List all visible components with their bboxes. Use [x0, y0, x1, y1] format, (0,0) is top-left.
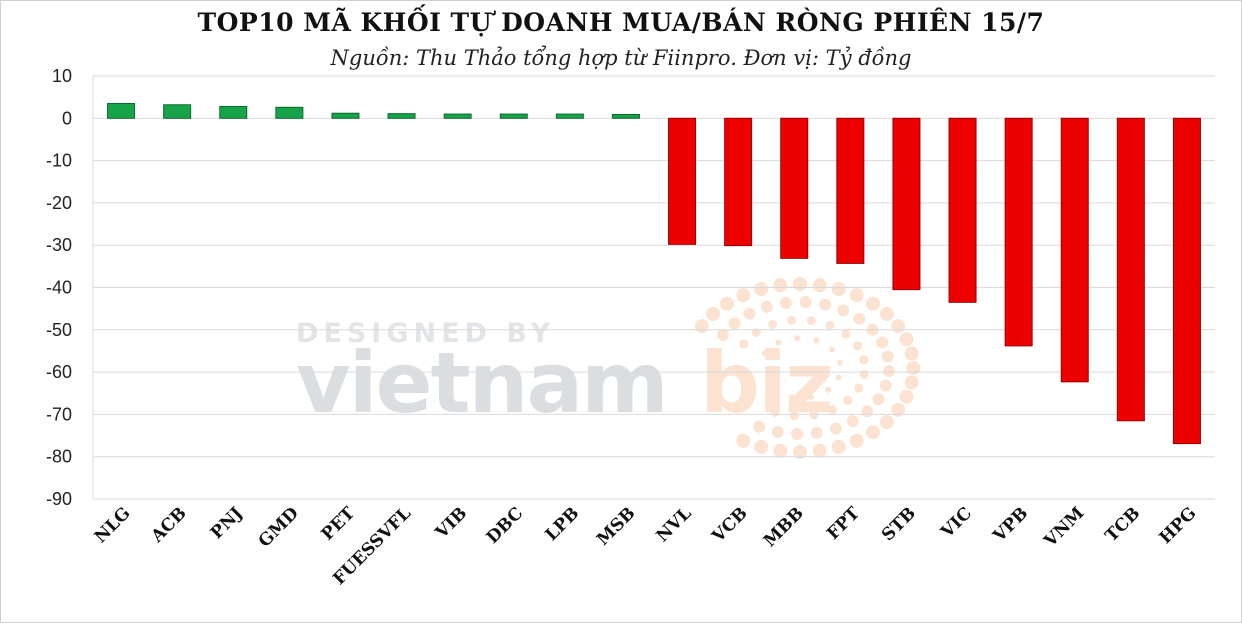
x-tick-label: VIB: [431, 503, 471, 543]
bar-gmd: [275, 106, 304, 119]
bar-msb: [611, 113, 640, 119]
bar-fpt: [836, 117, 865, 264]
bar-vib: [443, 113, 472, 119]
bar-stb: [892, 117, 921, 291]
watermark-brand-accent: biz: [700, 334, 832, 432]
x-tick-label: NLG: [91, 503, 135, 547]
x-tick-label: MBB: [760, 503, 808, 551]
bar-fuessvfl: [387, 113, 416, 119]
bar-vic: [948, 117, 977, 303]
x-tick-label: ACB: [147, 503, 191, 547]
x-tick-label: TCB: [1102, 503, 1145, 546]
watermark-designed-by: DESIGNED BY: [296, 318, 555, 349]
x-tick-label: VNM: [1040, 503, 1089, 552]
bar-hpg: [1172, 117, 1201, 445]
watermark-dots-logo: [694, 277, 921, 459]
bar-lpb: [555, 113, 584, 119]
x-tick-label: NVL: [653, 503, 696, 546]
watermark: DESIGNED BY vietnam biz: [296, 277, 921, 459]
y-tick-label: -60: [46, 362, 72, 382]
y-tick-label: -90: [46, 489, 72, 509]
x-tick-label: GMD: [255, 503, 303, 551]
bar-acb: [163, 104, 192, 119]
y-tick-label: 0: [62, 108, 72, 128]
watermark-brand-main: vietnam: [296, 334, 667, 432]
bar-nvl: [668, 117, 697, 245]
x-tick-label: PNJ: [207, 503, 247, 543]
y-tick-label: -80: [46, 447, 72, 467]
y-tick-label: -70: [46, 404, 72, 424]
chart-title: TOP10 MÃ KHỐI TỰ DOANH MUA/BÁN RÒNG PHIÊ…: [197, 8, 1045, 37]
x-tick-label: STB: [878, 503, 920, 545]
x-tick-label: FPT: [823, 503, 864, 544]
bar-pet: [331, 112, 360, 119]
bar-tcb: [1116, 117, 1145, 422]
bar-dbc: [499, 113, 528, 119]
x-tick-label: VPB: [989, 503, 1032, 546]
bar-vnm: [1060, 117, 1089, 383]
bar-vpb: [1004, 117, 1033, 347]
x-tick-label: LPB: [542, 503, 584, 545]
bar-nlg: [107, 102, 136, 119]
y-tick-label: -30: [46, 235, 72, 255]
y-tick-label: -50: [46, 320, 72, 340]
y-tick-label: -10: [46, 151, 72, 171]
bar-mbb: [780, 117, 809, 259]
x-tick-label: VCB: [708, 503, 752, 547]
chart-subtitle: Nguồn: Thu Thảo tổng hợp từ Fiinpro. Đơn…: [330, 46, 912, 70]
y-tick-label: 10: [52, 66, 72, 86]
x-tick-label: VIC: [937, 503, 976, 542]
x-tick-label: HPG: [1156, 503, 1201, 548]
bar-vcb: [724, 117, 753, 247]
y-tick-label: -40: [46, 278, 72, 298]
x-tick-label: PET: [318, 503, 360, 545]
y-tick-label: -20: [46, 193, 72, 213]
bar-pnj: [219, 105, 248, 119]
x-tick-label: DBC: [483, 503, 528, 548]
x-tick-label: MSB: [593, 503, 639, 549]
